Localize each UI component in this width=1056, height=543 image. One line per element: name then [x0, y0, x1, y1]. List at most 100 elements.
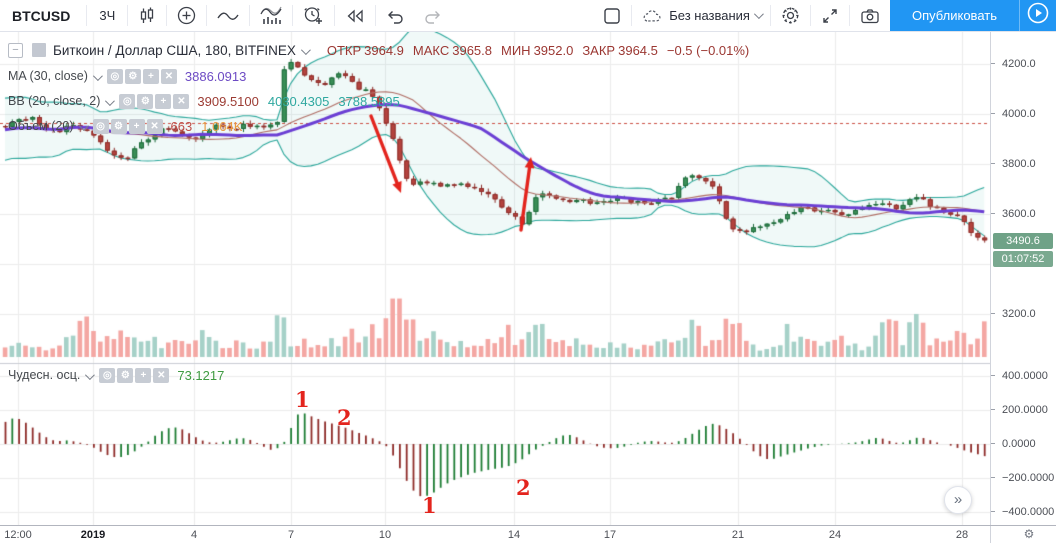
eye-icon[interactable]: ◎	[106, 68, 123, 84]
price-axis[interactable]: 4200.0 4000.0 3800.0 3600.0 3200.0 400.0000 20…	[990, 32, 1056, 525]
rewind-icon	[344, 7, 366, 25]
wave-icon	[216, 6, 240, 26]
axis-corner-divider	[990, 526, 991, 543]
close-value: 3964.5	[618, 42, 658, 58]
scroll-to-realtime-button[interactable]: »	[944, 486, 972, 514]
line-type-button[interactable]	[207, 0, 249, 31]
snapshot-button[interactable]	[850, 0, 890, 31]
ma-value: 3886.0913	[184, 68, 247, 84]
plus-icon[interactable]: +	[128, 118, 145, 134]
close-label: ЗАКР	[582, 42, 616, 58]
toolbar-divider	[206, 5, 208, 26]
time-tick-label: 2019	[80, 529, 106, 541]
bb-lower-value: 3788.5895	[338, 93, 400, 109]
publish-button[interactable]: Опубликовать	[889, 0, 1019, 31]
undo-icon	[385, 7, 405, 25]
price-tick-label: 3600.0	[991, 208, 1056, 220]
redo-icon	[423, 7, 443, 25]
price-tick-label: 3800.0	[991, 158, 1056, 170]
oscillator-value: 73.1217	[177, 367, 225, 383]
annotation-number: 1	[295, 387, 310, 412]
last-price-badge: 3490.6	[993, 233, 1053, 250]
volume-ma-value: 1.064K	[201, 118, 243, 134]
chart-properties-button[interactable]	[771, 0, 810, 31]
time-tick-label: 17	[603, 529, 617, 541]
undo-button[interactable]	[376, 0, 414, 31]
plus-icon[interactable]: +	[142, 68, 159, 84]
close-icon[interactable]: ✕	[146, 118, 163, 134]
chart-style-button[interactable]	[128, 0, 166, 31]
replay-button[interactable]	[335, 0, 375, 31]
indicator-name[interactable]: MA (30, close)	[8, 69, 88, 83]
time-axis[interactable]: ⚙ 12:00 2019 4 7 10 14 17 21 24 28	[0, 525, 1056, 543]
close-icon[interactable]: ✕	[153, 367, 170, 383]
low-label: МИН	[501, 42, 531, 58]
chevron-down-icon[interactable]	[105, 95, 116, 106]
camera-icon	[859, 6, 881, 26]
chevron-down-icon[interactable]	[300, 44, 311, 55]
fullscreen-icon	[820, 6, 840, 26]
plus-icon[interactable]: +	[135, 367, 152, 383]
fullscreen-button[interactable]	[811, 0, 849, 31]
eye-icon[interactable]: ◎	[99, 367, 116, 383]
chevron-down-icon[interactable]	[78, 120, 89, 131]
toolbar-divider	[249, 5, 251, 26]
indicator-legend-volume: Объем (20) ◎ ⚙ + ✕ 663 1.064K	[8, 117, 251, 135]
change-value: −0.5 (−0.01%)	[666, 42, 750, 58]
toolbar-divider	[166, 5, 168, 26]
toolbar-divider	[769, 5, 771, 26]
ohlc-values: ОТКР 3964.9 МАКС 3965.8 МИН 3952.0 ЗАКР 3964…	[327, 43, 752, 58]
time-tick-label: 28	[955, 529, 969, 541]
price-tick-label: 4000.0	[991, 108, 1056, 120]
toolbar-divider	[375, 5, 377, 26]
oscillator-tick-label: −200.0000	[991, 472, 1056, 484]
play-button[interactable]	[1019, 0, 1056, 31]
alert-button[interactable]	[293, 0, 334, 31]
symbol-title[interactable]: Биткоин / Доллар США, 180, BITFINEX	[53, 42, 296, 58]
close-icon[interactable]: ✕	[160, 68, 177, 84]
redo-button[interactable]	[414, 0, 452, 31]
toolbar-divider	[127, 5, 129, 26]
volume-value: 663	[170, 118, 193, 134]
indicator-controls: ◎ ⚙ + ✕	[106, 68, 177, 84]
price-tick-label: 4200.0	[991, 58, 1056, 70]
indicator-name[interactable]: BB (20, close, 2)	[8, 94, 101, 108]
save-layout-button[interactable]: Без названия	[632, 0, 770, 31]
eye-icon[interactable]: ◎	[92, 118, 109, 134]
time-tick-label: 21	[731, 529, 745, 541]
gear-icon[interactable]: ⚙	[117, 367, 134, 383]
indicator-name[interactable]: Объем (20)	[8, 119, 74, 133]
indicator-name[interactable]: Чудесн. осц.	[8, 368, 81, 382]
low-value: 3952.0	[533, 42, 574, 58]
toolbar-divider	[334, 5, 336, 26]
chevron-down-icon[interactable]	[85, 369, 96, 380]
chevron-down-icon[interactable]	[92, 70, 103, 81]
layout-square-icon	[602, 6, 622, 26]
gear-icon[interactable]: ⚙	[137, 93, 154, 109]
bb-basis-value: 3909.5100	[197, 93, 259, 109]
indicators-icon	[259, 5, 283, 26]
close-icon[interactable]: ✕	[173, 93, 190, 109]
toolbar-divider	[292, 5, 294, 26]
annotation-number: 2	[337, 405, 352, 430]
toolbar-divider	[631, 5, 633, 26]
eye-icon[interactable]: ◎	[119, 93, 136, 109]
indicator-controls: ◎ ⚙ + ✕	[119, 93, 190, 109]
indicator-controls: ◎ ⚙ + ✕	[99, 367, 170, 383]
axis-settings-gear-icon[interactable]: ⚙	[1023, 527, 1035, 541]
collapse-legend-button[interactable]: −	[8, 42, 23, 58]
gear-icon[interactable]: ⚙	[124, 68, 141, 84]
interval-button[interactable]: 3Ч	[99, 8, 116, 23]
high-label: МАКС	[412, 42, 450, 58]
indicators-button[interactable]	[250, 0, 292, 31]
compare-add-button[interactable]	[167, 0, 206, 31]
time-tick-label: 12:00	[4, 529, 32, 541]
main-chart-canvas[interactable]	[0, 32, 990, 525]
oscillator-legend: Чудесн. осц. ◎ ⚙ + ✕ 73.1217	[8, 366, 233, 384]
bb-upper-value: 4030.4305	[267, 93, 330, 109]
symbol-button[interactable]: BTCUSD	[12, 7, 71, 24]
price-tick-label: 3200.0	[991, 308, 1056, 320]
plus-icon[interactable]: +	[155, 93, 172, 109]
gear-icon[interactable]: ⚙	[110, 118, 127, 134]
layout-button[interactable]	[593, 0, 631, 31]
